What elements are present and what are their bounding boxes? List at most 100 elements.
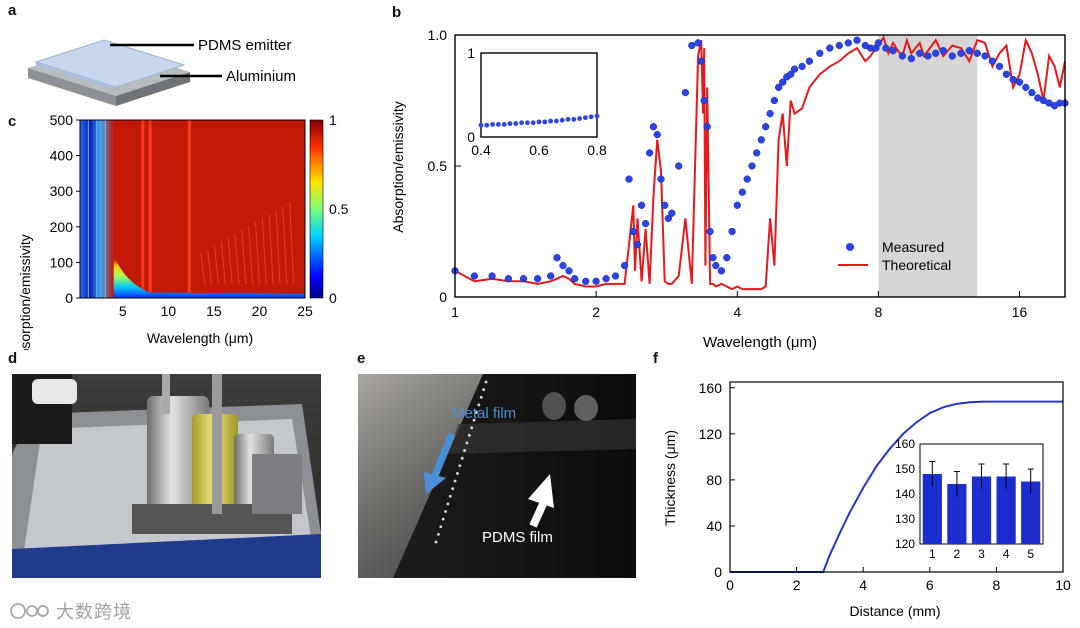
heatmap-y-tick-label: 0 (65, 290, 73, 306)
interference-fringe (241, 229, 247, 285)
panel-label-e: e (357, 350, 366, 367)
inset-point (478, 122, 484, 128)
measured-point (703, 123, 711, 131)
inset-point (583, 115, 588, 121)
coating-machine-photo (12, 374, 321, 578)
film-edge-speck (467, 433, 471, 437)
panel-label-b: b (392, 4, 402, 21)
measured-point (787, 70, 795, 78)
measured-point (757, 136, 765, 144)
measured-point (488, 272, 496, 280)
measured-point (816, 49, 824, 57)
measured-point (770, 96, 779, 105)
y-tick-label: 160 (699, 380, 723, 396)
measured-point (1009, 75, 1017, 84)
measured-point (641, 219, 650, 228)
inset-point (542, 119, 548, 125)
measured-point (916, 49, 924, 57)
inset-x-tick-label: 1 (929, 547, 936, 561)
measured-point (882, 44, 890, 52)
colorbar-tick-label: 0 (329, 290, 337, 306)
heatmap-y-tick-label: 500 (50, 112, 74, 128)
x-tick-label: 2 (793, 577, 801, 593)
film-edge-speck (460, 456, 464, 460)
measured-point (629, 227, 637, 236)
aluminium-layer-front (28, 68, 116, 106)
panel-label-d: d (8, 350, 18, 367)
measured-point (709, 254, 717, 262)
measured-point (995, 62, 1004, 71)
measured-point (874, 39, 883, 47)
inset-point (530, 120, 536, 126)
inset-point (525, 120, 530, 126)
measured-point (844, 39, 852, 47)
aluminium-callout: Aluminium (226, 68, 296, 85)
inset-x-tick-label: 0.8 (587, 142, 607, 158)
inset-point (490, 122, 495, 127)
interference-fringe (254, 221, 260, 285)
inset-bar (922, 474, 942, 544)
measured-point (664, 214, 672, 223)
measured-point (602, 275, 610, 283)
x-tick-label: 4 (859, 577, 867, 593)
measured-point (835, 41, 843, 50)
absorption-line (148, 120, 152, 298)
inset-point (507, 121, 513, 126)
absorption-line (141, 120, 145, 298)
absorption-line (187, 120, 191, 298)
measured-point (723, 254, 731, 262)
thickness-inset: 1 2 3 4 5 120 130 140 150 160 (895, 437, 1044, 561)
film-edge-speck (479, 395, 483, 399)
measured-point (712, 261, 720, 270)
measured-point (981, 52, 989, 60)
measured-point (774, 83, 783, 92)
film-edge-speck (451, 487, 455, 491)
panel-c-chart: 5 10 15 20 25 0 100 200 300 400 500 0 0.5 1 Absorptio… (17, 112, 349, 350)
inset-point (594, 113, 600, 119)
measured-point (743, 175, 751, 183)
measured-point (988, 57, 997, 65)
measured-point (1028, 88, 1036, 97)
measured-point (798, 62, 806, 71)
interference-fringe (289, 201, 295, 285)
inset-x-tick-label: 0.4 (471, 142, 491, 158)
measured-point (706, 227, 714, 236)
film-edge-speck (484, 380, 488, 384)
measured-point (1022, 83, 1030, 92)
measured-point (973, 49, 981, 57)
interference-fringe (275, 209, 281, 285)
measured-point (519, 275, 528, 283)
measured-point (700, 96, 708, 105)
measured-point (697, 57, 705, 65)
x-tick-label: 4 (733, 304, 741, 320)
inset-y-tick-label: 0 (467, 129, 475, 145)
series-theoretical-line (454, 35, 1066, 291)
film-edge-speck (456, 472, 459, 475)
measured-point (688, 41, 696, 50)
measured-point (582, 277, 590, 285)
measured-point (889, 47, 897, 55)
panel-label-f: f (653, 350, 658, 367)
watermark-text: 大数跨境 (56, 602, 132, 622)
inset-x-tick-label: 4 (1003, 547, 1010, 561)
pdms-film-annotation: PDMS film (482, 529, 553, 546)
measured-point (571, 275, 579, 283)
absorption-plot-area: 1 2 4 8 16 0 0.5 1.0 Measured Theoretical (428, 27, 1069, 320)
x-tick-label: 6 (926, 577, 934, 593)
measured-point (565, 267, 573, 275)
film-edge-speck (482, 388, 486, 392)
inset-y-tick-label: 1 (467, 45, 475, 61)
measured-point (753, 149, 761, 157)
interference-fringe (227, 237, 233, 285)
aluminium-layer-side (116, 72, 190, 106)
heatmap-y-tick-label: 200 (50, 219, 74, 235)
thickness-xlabel: Distance (mm) (849, 603, 940, 619)
panel-e-photo: Metal film PDMS film (358, 374, 636, 578)
heatmap-y-tick-label: 400 (50, 148, 74, 164)
measured-point (790, 65, 799, 73)
measured-point (620, 261, 629, 270)
interference-fringe (207, 249, 213, 285)
legend-theoretical-label: Theoretical (882, 257, 951, 273)
